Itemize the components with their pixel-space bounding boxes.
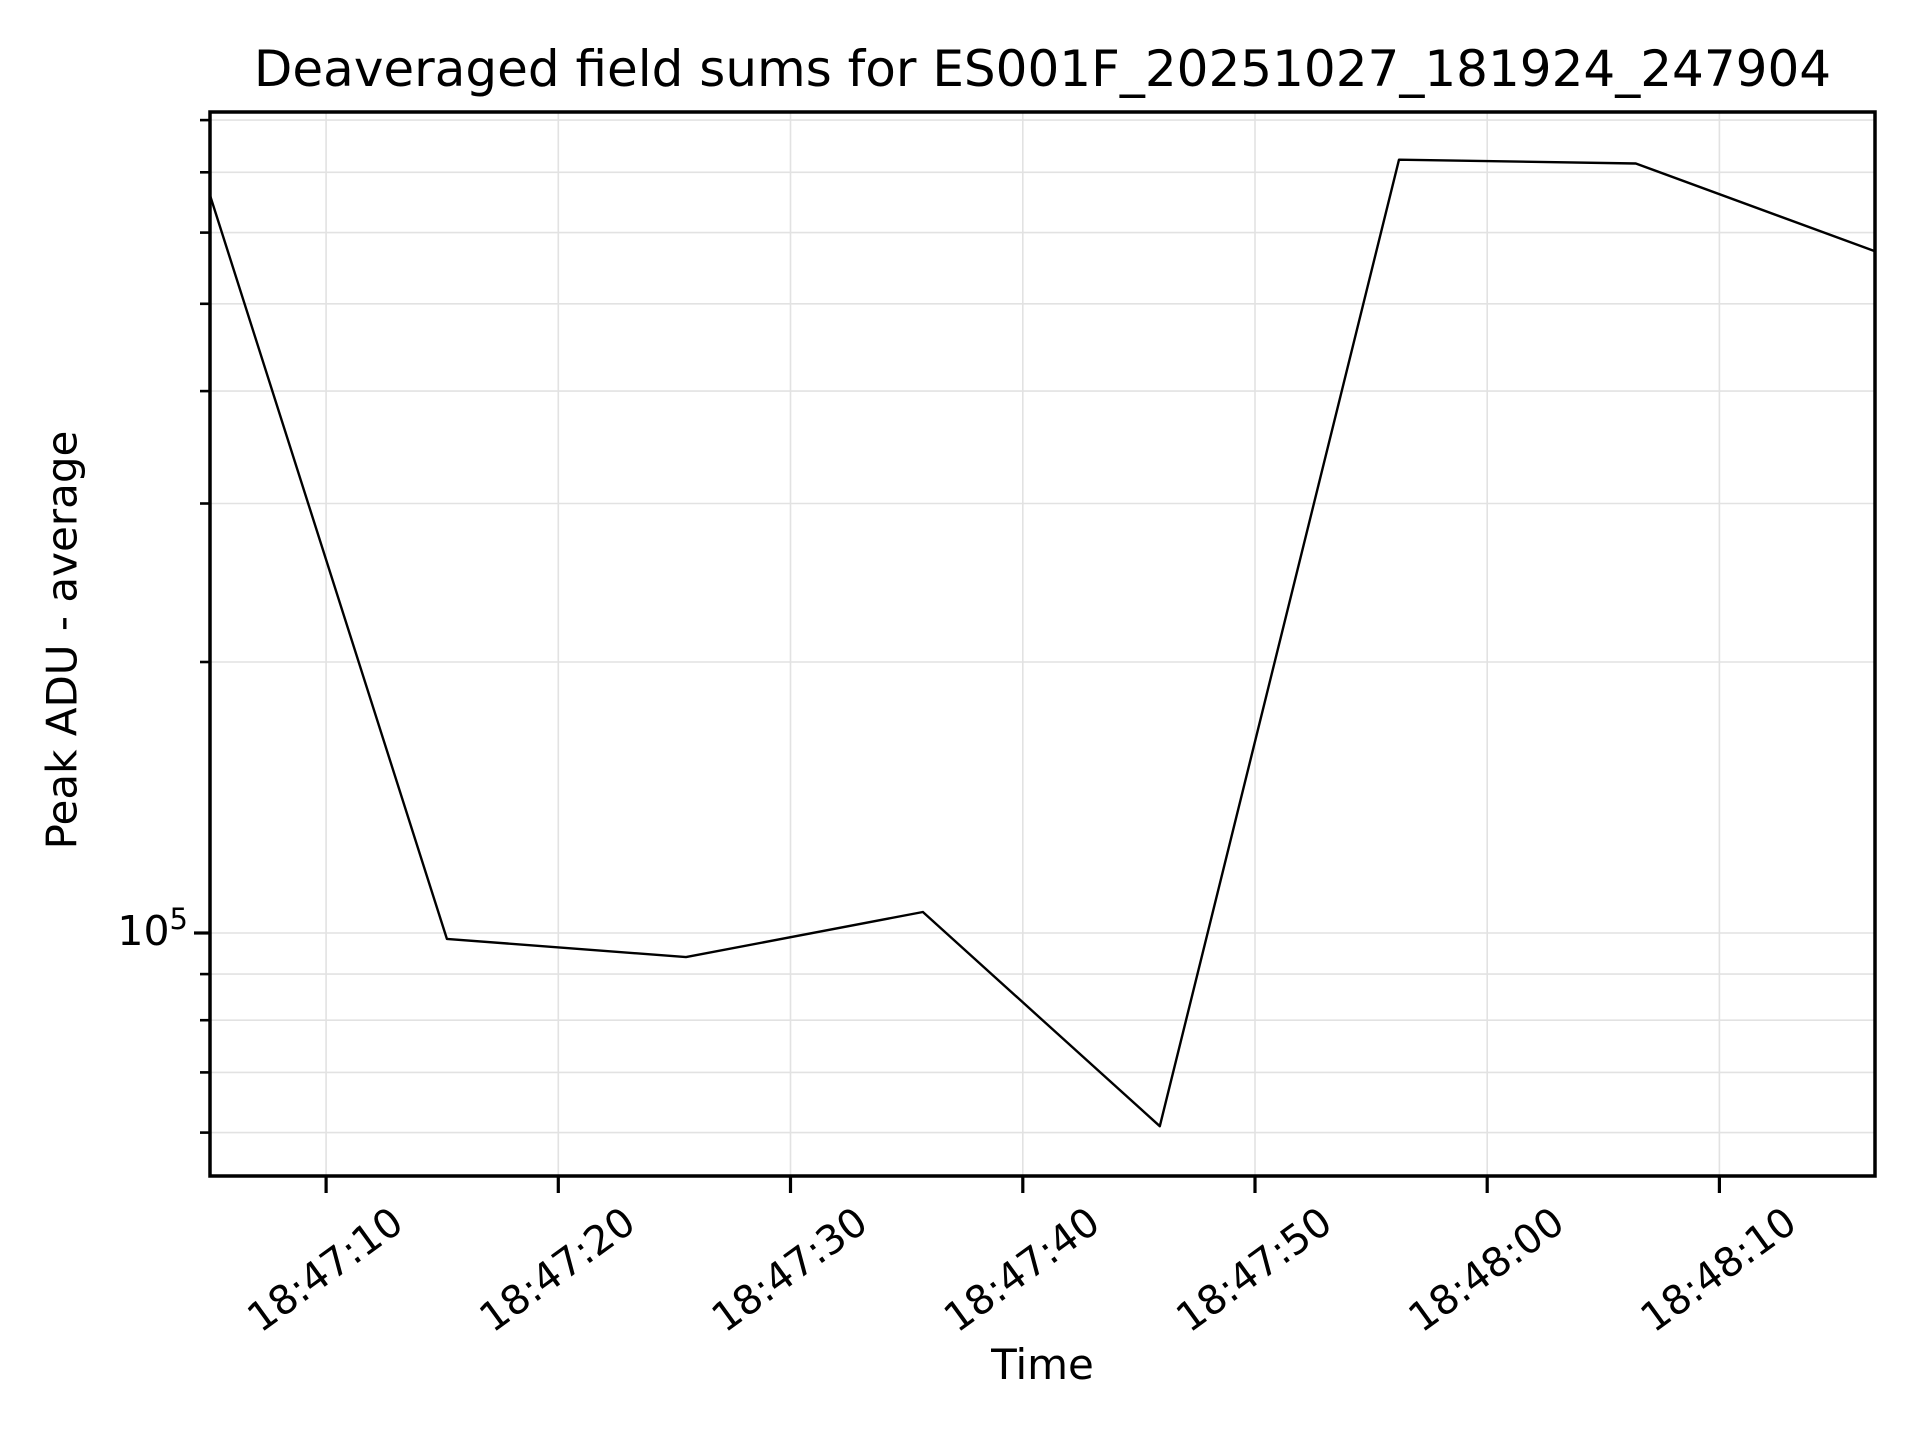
x-tick-label: 18:47:50 [1168,1199,1340,1342]
x-tick-label: 18:47:30 [704,1199,876,1342]
chart-title: Deaveraged field sums for ES001F_2025102… [253,40,1832,98]
x-axis-label: Time [991,1340,1094,1389]
x-tick-label: 18:47:40 [936,1199,1108,1342]
y-tick-exponent: 5 [169,902,188,937]
axes-spines [208,110,1877,1178]
y-tick-base: 10 [117,907,170,956]
x-tick-label: 18:48:10 [1633,1199,1805,1342]
x-tick-label: 18:47:10 [239,1199,411,1342]
y-axis-label: Peak ADU - average [37,430,87,850]
x-tick-label: 18:47:20 [472,1199,644,1342]
data-line [208,158,1877,1128]
y-tick-label-1e5: 105 [60,905,188,956]
x-tick-label: 18:48:00 [1400,1199,1572,1342]
